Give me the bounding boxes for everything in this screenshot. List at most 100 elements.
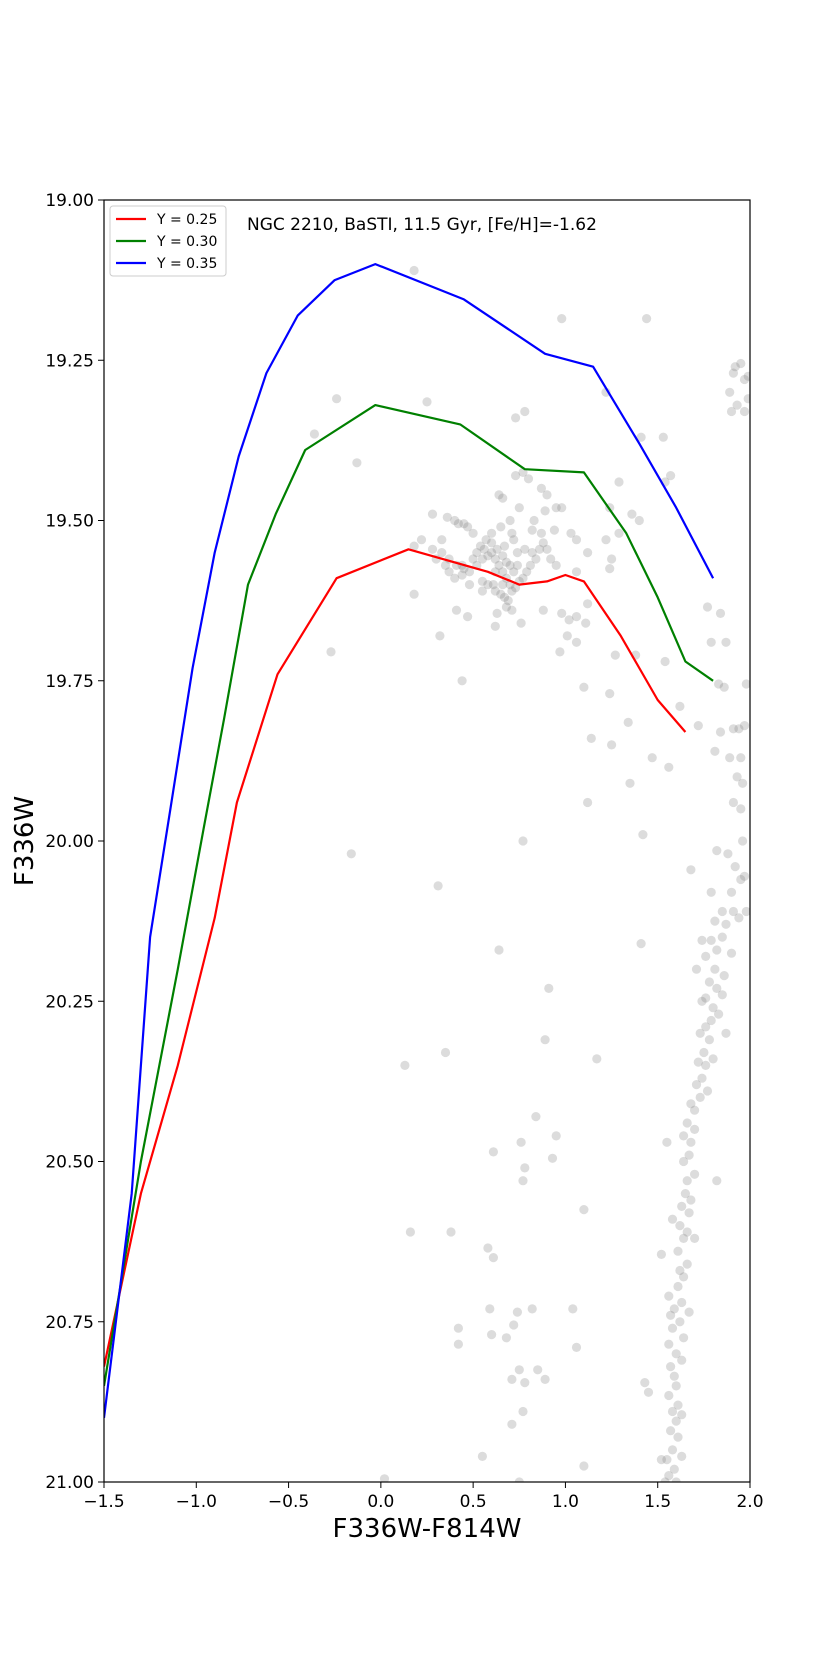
x-tick-label: −0.5 <box>268 1492 309 1512</box>
y-tick-label: 19.75 <box>45 672 94 692</box>
star-point <box>571 1342 582 1352</box>
star-point <box>444 567 454 577</box>
star-point <box>464 567 475 577</box>
star-point <box>477 586 487 596</box>
star-point <box>667 1214 678 1224</box>
star-point <box>675 1265 685 1276</box>
legend-label: Y = 0.25 <box>156 212 217 228</box>
star-point <box>446 1227 456 1237</box>
star-point <box>710 916 720 926</box>
star-point <box>679 1233 689 1243</box>
star-point <box>728 797 739 808</box>
star-point <box>520 544 530 554</box>
star-point <box>656 1455 667 1465</box>
star-point <box>409 265 419 276</box>
star-point <box>531 554 541 564</box>
x-tick-label: 1.0 <box>552 1492 579 1512</box>
x-tick-label: 0.0 <box>367 1492 394 1512</box>
legend: Y = 0.25 Y = 0.30 Y = 0.35 <box>109 205 227 277</box>
star-point <box>551 503 561 513</box>
star-point <box>326 647 336 657</box>
chart-annotation: NGC 2210, BaSTI, 11.5 Gyr, [Fe/H]=-1.62 <box>247 215 597 235</box>
star-point <box>706 887 716 897</box>
star-point <box>601 535 611 545</box>
star-point <box>734 913 744 923</box>
star-point <box>547 1153 558 1163</box>
star-point <box>671 1381 681 1391</box>
star-point <box>660 1477 670 1482</box>
star-point <box>690 1105 700 1115</box>
star-point <box>542 544 552 554</box>
star-point <box>557 314 567 324</box>
star-point <box>697 996 707 1006</box>
star-point <box>568 1304 578 1314</box>
star-point <box>638 830 648 840</box>
star-point <box>422 397 432 407</box>
star-point <box>728 906 739 917</box>
y-tick-label: 20.25 <box>45 992 94 1012</box>
star-point <box>708 1054 718 1064</box>
star-point <box>487 548 497 558</box>
star-point <box>472 548 482 558</box>
star-point <box>673 1400 683 1410</box>
star-point <box>682 1259 692 1269</box>
x-tick-label: −1.0 <box>176 1492 217 1512</box>
star-point <box>669 1464 679 1474</box>
star-point <box>496 522 506 532</box>
star-point <box>706 935 716 946</box>
star-point <box>712 846 722 856</box>
star-point <box>463 522 473 532</box>
star-point <box>581 618 591 628</box>
star-point <box>743 371 750 381</box>
star-point <box>680 1189 691 1199</box>
star-point <box>664 1390 674 1401</box>
star-point <box>706 1015 716 1026</box>
star-point <box>505 560 515 571</box>
star-point <box>730 862 740 872</box>
star-point <box>440 560 451 571</box>
y-tick-label: 19.50 <box>45 512 94 532</box>
y-tick-label: 19.25 <box>45 351 94 371</box>
star-point <box>555 647 565 657</box>
star-point <box>677 1451 687 1461</box>
star-point <box>732 772 742 782</box>
star-point <box>660 656 670 667</box>
star-point <box>605 564 615 574</box>
star-point <box>477 576 487 587</box>
star-point <box>677 1410 687 1420</box>
star-point <box>488 580 498 590</box>
star-point <box>642 314 652 324</box>
star-point <box>505 515 515 526</box>
star-point <box>510 471 521 481</box>
star-point <box>736 804 746 814</box>
star-point <box>732 400 742 410</box>
star-point <box>664 1291 674 1301</box>
y-tick-label: 21.00 <box>45 1473 94 1493</box>
star-point <box>743 394 750 404</box>
x-axis-ticks: −1.5 −1.0 −0.5 0.0 0.5 1.0 1.5 2.0 <box>83 1482 764 1512</box>
star-point <box>695 1028 705 1038</box>
star-point <box>717 906 727 917</box>
star-point <box>671 1349 681 1359</box>
star-point <box>623 717 633 728</box>
star-point <box>437 535 447 545</box>
star-point <box>540 1035 550 1045</box>
star-point <box>666 1362 676 1372</box>
star-point <box>666 471 676 481</box>
star-point <box>520 1163 530 1173</box>
star-point <box>693 1057 703 1067</box>
star-point <box>475 541 486 551</box>
star-point <box>695 1092 705 1102</box>
star-point <box>536 483 547 493</box>
star-point <box>741 906 750 917</box>
star-point <box>379 1474 390 1482</box>
star-point <box>433 881 443 891</box>
star-point <box>518 573 528 583</box>
star-point <box>490 586 500 596</box>
star-point <box>523 474 534 484</box>
star-point <box>453 1339 463 1349</box>
star-point <box>483 1243 493 1253</box>
star-point <box>405 1227 415 1237</box>
star-point <box>451 605 462 615</box>
